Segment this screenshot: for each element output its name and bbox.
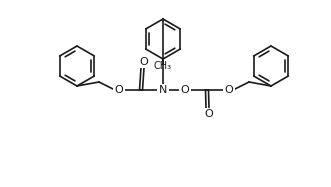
Text: CH₃: CH₃ <box>154 61 172 71</box>
Text: O: O <box>115 85 123 95</box>
Text: O: O <box>140 57 148 67</box>
Text: O: O <box>225 85 233 95</box>
Text: O: O <box>205 109 213 119</box>
Text: N: N <box>159 85 167 95</box>
Text: O: O <box>181 85 189 95</box>
